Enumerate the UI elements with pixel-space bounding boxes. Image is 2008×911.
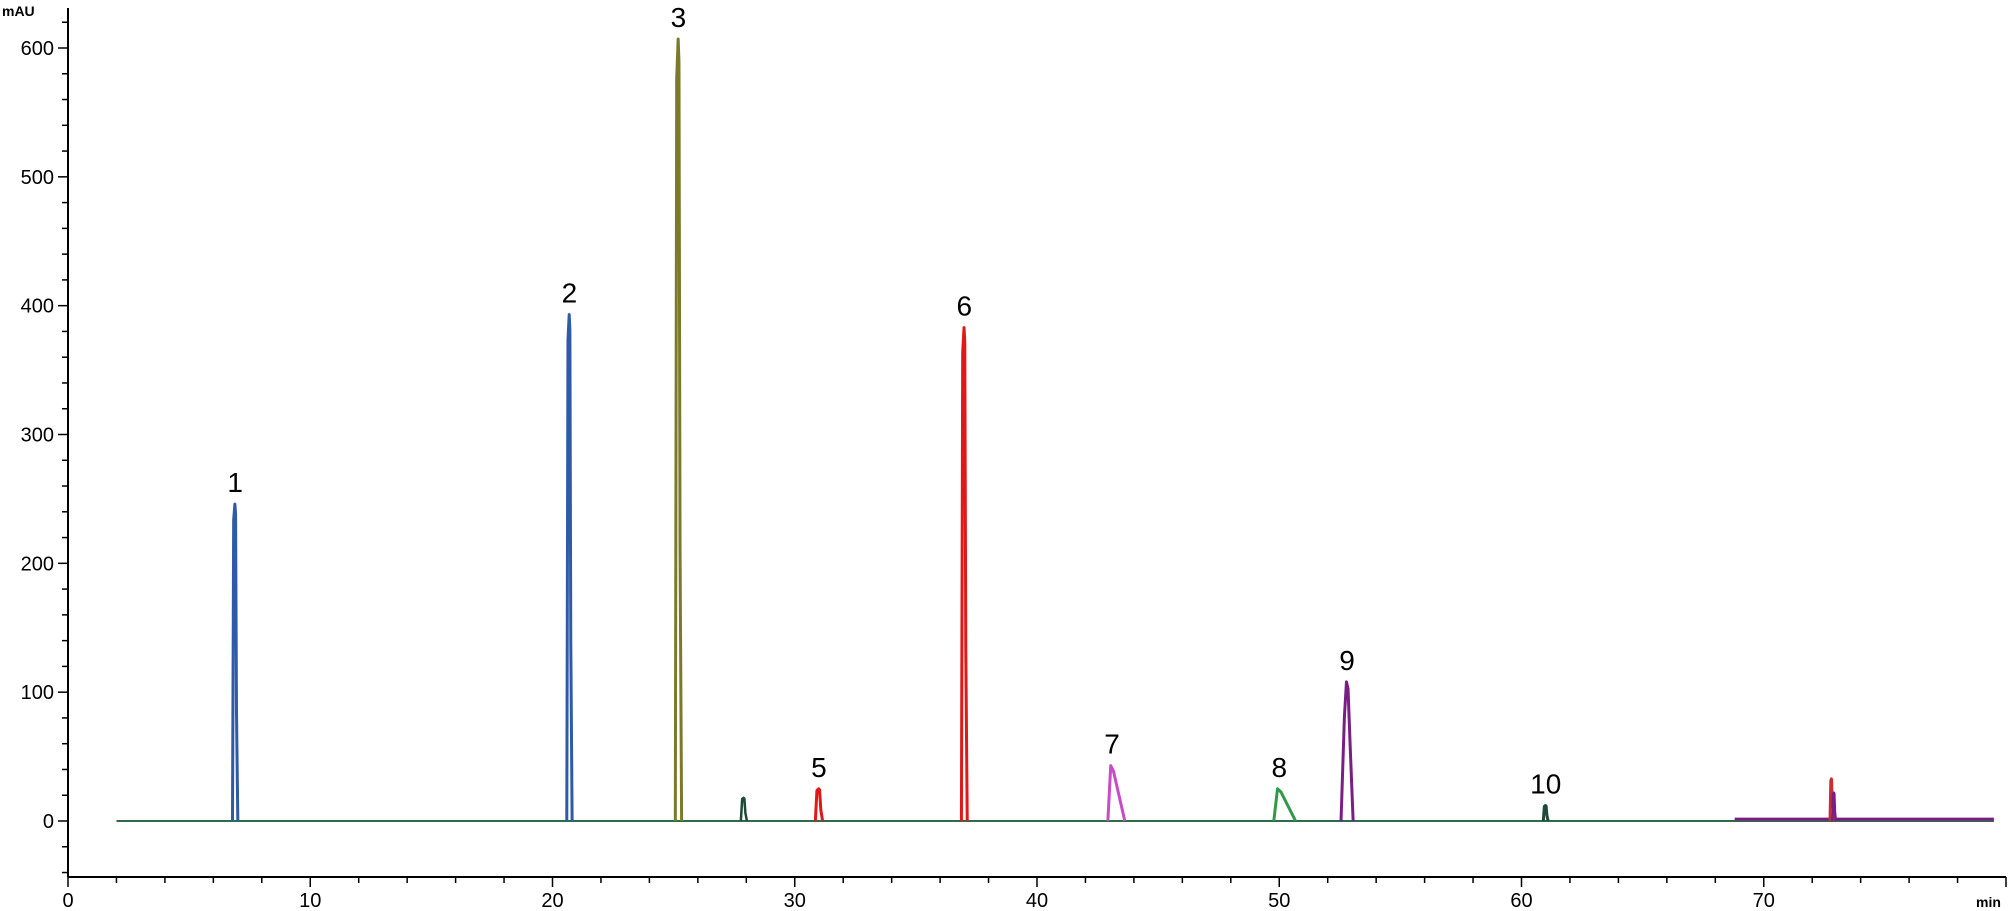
y-tick-label: 500 [21, 167, 54, 189]
peak-9-trace [1339, 680, 1355, 822]
peak-2-trace [565, 313, 574, 822]
y-axis-unit-label: mAU [2, 3, 35, 19]
peak-5-trace [813, 787, 825, 822]
baseline [116, 817, 1994, 822]
x-tick-label: 40 [1026, 890, 1048, 911]
x-tick-label: 50 [1268, 890, 1290, 911]
peak-8-label: 8 [1271, 752, 1287, 783]
peak-10-label: 10 [1530, 769, 1561, 800]
x-axis-unit-label: min [1976, 894, 2001, 910]
minor-peak-trace [1830, 791, 1838, 822]
x-tick-label: 10 [299, 890, 321, 911]
peak-labels: 1 2 3 5 6 7 8 9 10 [227, 2, 1561, 800]
peak-2-label: 2 [562, 278, 578, 309]
x-axis-ticks: 0 10 20 30 40 50 60 70 [62, 877, 2007, 911]
peak-7-label: 7 [1104, 729, 1120, 760]
peak-5-label: 5 [811, 752, 827, 783]
x-tick-label: 70 [1753, 890, 1775, 911]
x-tick-label: 0 [62, 890, 73, 911]
y-tick-label: 600 [21, 38, 54, 60]
y-tick-label: 0 [43, 811, 54, 833]
peak-6-label: 6 [957, 291, 973, 322]
y-axis-ticks: 0 100 200 300 400 500 600 [21, 21, 68, 874]
minor-peak-trace [739, 796, 749, 822]
y-tick-label: 400 [21, 296, 54, 318]
peak-1-trace [230, 502, 240, 822]
peak-7-trace [1106, 764, 1127, 822]
x-tick-label: 60 [1510, 890, 1532, 911]
peak-10-trace [1541, 804, 1550, 822]
peak-8-trace [1272, 787, 1297, 822]
peak-traces [230, 37, 1838, 822]
peak-6-trace [959, 326, 969, 822]
y-tick-label: 200 [21, 553, 54, 575]
peak-1-label: 1 [227, 467, 243, 498]
y-tick-label: 300 [21, 425, 54, 447]
axes [67, 8, 2006, 878]
x-tick-label: 30 [784, 890, 806, 911]
peak-3-label: 3 [671, 2, 687, 33]
peak-9-label: 9 [1339, 645, 1355, 676]
peak-3-trace [673, 37, 684, 822]
x-tick-label: 20 [541, 890, 563, 911]
y-tick-label: 100 [21, 682, 54, 704]
